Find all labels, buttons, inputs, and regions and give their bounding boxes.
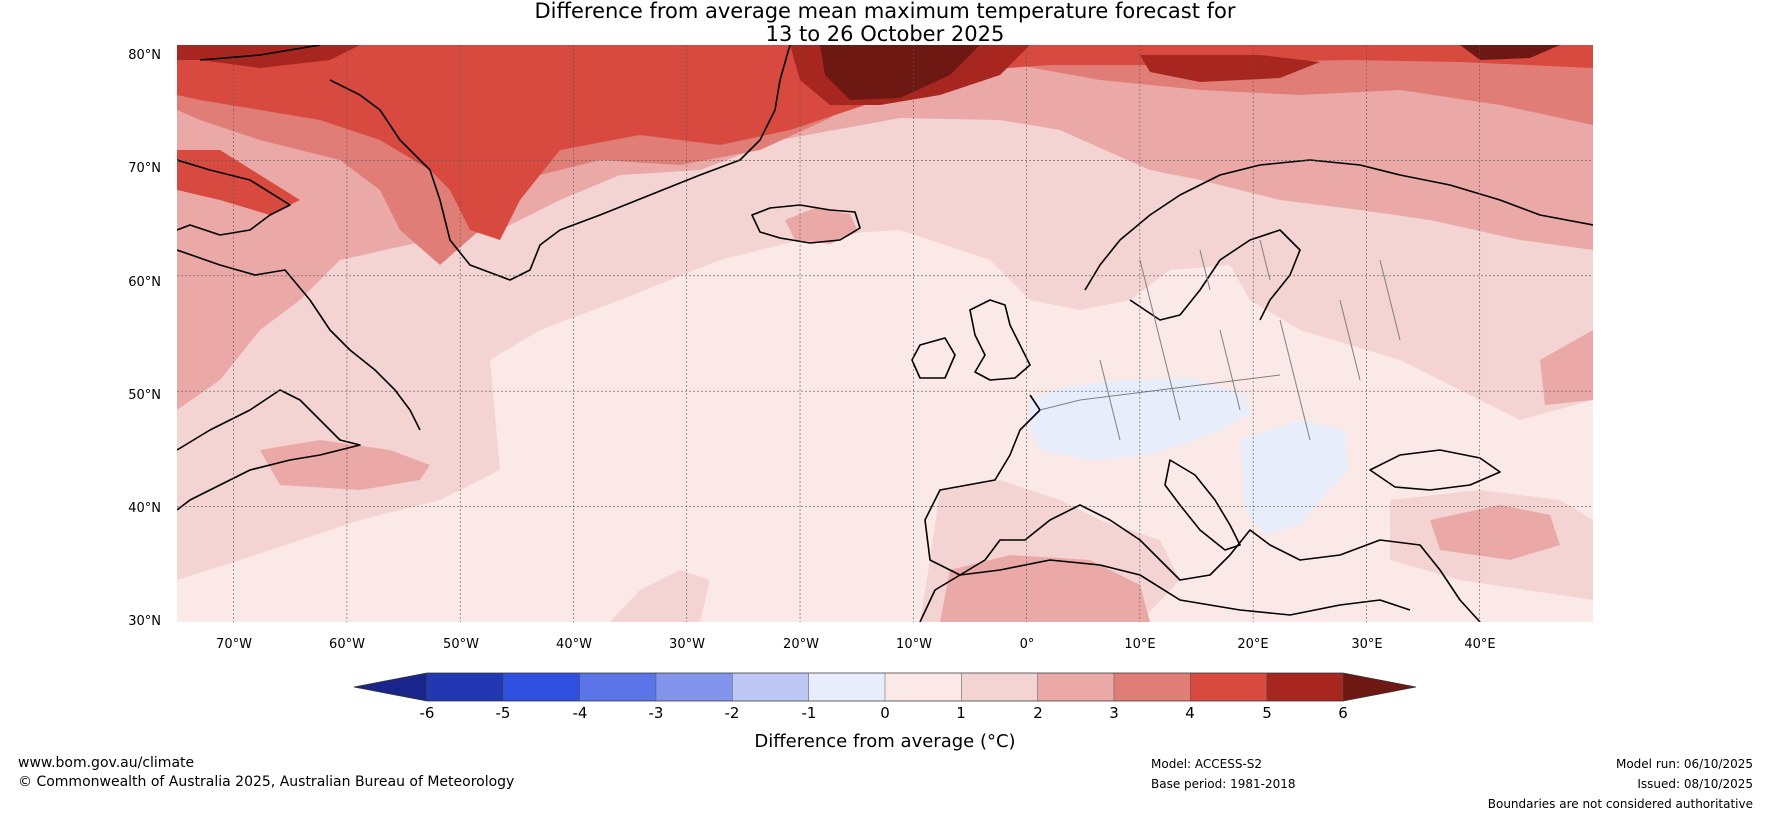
- anomaly-5-6-svalbard: [1140, 55, 1320, 82]
- colorbar-tick: 2: [1033, 704, 1043, 722]
- colorbar-segment: [1190, 673, 1268, 701]
- lat-label-60n: 60°N: [128, 275, 161, 290]
- anomaly-5-6-baffin: [177, 45, 360, 68]
- map-layers: [177, 45, 1593, 622]
- lat-label-30n: 30°N: [128, 614, 161, 629]
- anomaly-4-5-baffin: [177, 150, 300, 215]
- lon-label-30e: 30°E: [1351, 637, 1383, 652]
- colorbar-extend-high: [1342, 673, 1416, 701]
- chart-title: Difference from average mean maximum tem…: [0, 0, 1770, 46]
- anomaly-2-3-caspian: [1540, 330, 1593, 405]
- colorbar-segment: [1266, 673, 1344, 701]
- model-name: Model: ACCESS-S2: [1151, 757, 1263, 771]
- colorbar-tick: -5: [495, 704, 511, 722]
- greenland-coast: [199, 45, 791, 281]
- colorbar-tick: -4: [572, 704, 588, 722]
- colorbar-tick: 0: [880, 704, 890, 722]
- labrador-coast: [177, 249, 421, 431]
- iceland-coast: [751, 204, 861, 244]
- colorbar-tick: 5: [1262, 704, 1272, 722]
- colorbar: [353, 672, 1417, 702]
- north-america-coast: [177, 389, 361, 511]
- colorbar-segment: [884, 673, 962, 701]
- website-link[interactable]: www.bom.gov.au/climate: [18, 755, 195, 771]
- boundary-disclaimer: Boundaries are not considered authoritat…: [1487, 797, 1753, 811]
- colorbar-tick: 3: [1109, 704, 1119, 722]
- lon-label-10e: 10°E: [1124, 637, 1156, 652]
- lon-label-20e: 20°E: [1237, 637, 1269, 652]
- black-sea-coast: [1369, 449, 1501, 491]
- anomaly-2-3-nova-scotia: [260, 440, 430, 490]
- colorbar-label: Difference from average (°C): [754, 731, 1016, 752]
- lat-label-40n: 40°N: [128, 501, 161, 516]
- colorbar-tick: 6: [1338, 704, 1348, 722]
- colorbar-segment: [808, 673, 886, 701]
- issued-date: Issued: 08/10/2025: [1637, 777, 1753, 791]
- colorbar-tick: 4: [1185, 704, 1195, 722]
- colorbar-segment: [732, 673, 810, 701]
- colorbar-segment: [579, 673, 657, 701]
- colorbar-segment: [961, 673, 1039, 701]
- anomaly-negative-central-europe: [1028, 378, 1250, 460]
- base-period: Base period: 1981-2018: [1151, 777, 1296, 791]
- lat-label-50n: 50°N: [128, 388, 161, 403]
- anomaly-1-2-atlantic-plume: [610, 570, 710, 622]
- colorbar-segment: [655, 673, 733, 701]
- lat-label-80n: 80°N: [128, 48, 161, 63]
- anomaly-2-3-middle-east: [1430, 505, 1560, 560]
- lon-label-40w: 40°W: [556, 637, 592, 652]
- lon-label-40e: 40°E: [1464, 637, 1496, 652]
- uk-ireland-coast: [911, 299, 1031, 381]
- copyright-text: © Commonwealth of Australia 2025, Austra…: [18, 774, 515, 790]
- border-lines: [1039, 239, 1401, 441]
- lat-label-70n: 70°N: [128, 161, 161, 176]
- colorbar-tick: -3: [648, 704, 664, 722]
- colorbar-segment: [427, 673, 504, 701]
- title-line-1: Difference from average mean maximum tem…: [534, 0, 1236, 23]
- europe-coast: [924, 394, 1481, 622]
- lon-label-20w: 20°W: [783, 637, 819, 652]
- lon-label-50w: 50°W: [443, 637, 479, 652]
- lon-label-0: 0°: [1019, 637, 1035, 652]
- anomaly-above-6-east-greenland: [820, 45, 980, 100]
- colorbar-tick: -1: [801, 704, 817, 722]
- colorbar-tick: 1: [956, 704, 966, 722]
- anomaly-above-6-svalbard: [1460, 45, 1560, 60]
- anomaly-4-5-greenland: [177, 45, 1593, 240]
- baffin-coast: [177, 159, 291, 236]
- anomaly-2-3-north-africa: [940, 555, 1150, 622]
- colorbar-segment: [1113, 673, 1191, 701]
- lon-label-30w: 30°W: [669, 637, 705, 652]
- title-line-2: 13 to 26 October 2025: [765, 22, 1005, 46]
- gridlines: [177, 45, 1593, 622]
- lon-label-70w: 70°W: [216, 637, 252, 652]
- country-borders: [1039, 239, 1401, 441]
- anomaly-2-3-iceland: [785, 208, 858, 244]
- scandinavia-coast: [1084, 159, 1593, 321]
- lon-label-10w: 10°W: [896, 637, 932, 652]
- model-run-date: Model run: 06/10/2025: [1615, 757, 1753, 771]
- colorbar-tick: -6: [419, 704, 435, 722]
- colorbar-segment: [503, 673, 581, 701]
- colorbar-extend-low: [354, 673, 427, 701]
- lon-label-60w: 60°W: [329, 637, 365, 652]
- colorbar-tick: -2: [724, 704, 740, 722]
- anomaly-negative-balkans: [1240, 420, 1348, 535]
- italy-coast: [1164, 459, 1241, 551]
- colorbar-segment: [1037, 673, 1115, 701]
